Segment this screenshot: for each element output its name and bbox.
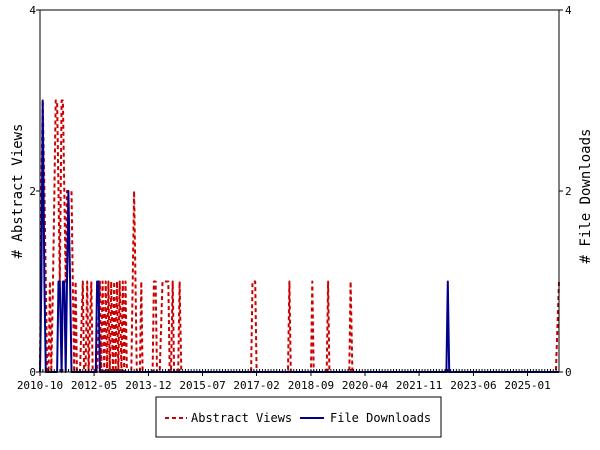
x-tick-label: 2015-07 bbox=[179, 379, 225, 392]
legend-label-file-downloads: File Downloads bbox=[330, 411, 431, 425]
x-tick-label: 2013-12 bbox=[125, 379, 171, 392]
y-right-tick-label: 4 bbox=[565, 4, 572, 17]
y-left-tick-label: 2 bbox=[29, 185, 36, 198]
y-left-tick-label: 4 bbox=[29, 4, 36, 17]
x-tick-label: 2012-05 bbox=[71, 379, 117, 392]
y-right-axis-title: # File Downloads bbox=[578, 129, 594, 264]
series-line-abstract-views bbox=[39, 99, 560, 373]
x-tick-label: 2017-02 bbox=[233, 379, 279, 392]
x-tick-label: 2020-04 bbox=[342, 379, 389, 392]
x-tick-label: 2018-09 bbox=[288, 379, 334, 392]
legend: Abstract Views File Downloads bbox=[155, 396, 442, 438]
x-tick-label: 2021-11 bbox=[396, 379, 442, 392]
legend-box bbox=[155, 396, 442, 438]
x-tick-label: 2025-01 bbox=[504, 379, 550, 392]
y-right-tick-label: 2 bbox=[565, 185, 572, 198]
y-left-axis-title: # Abstract Views bbox=[10, 124, 26, 259]
x-tick-label: 2010-10 bbox=[17, 379, 63, 392]
ticks: 2010-10 2012-05 2013-12 2015-07 2017-02 2018-… bbox=[17, 4, 572, 392]
y-right-tick-label: 0 bbox=[565, 366, 572, 379]
x-tick-label: 2023-06 bbox=[450, 379, 496, 392]
legend-label-abstract-views: Abstract Views bbox=[191, 411, 292, 425]
y-left-tick-label: 0 bbox=[29, 366, 36, 379]
